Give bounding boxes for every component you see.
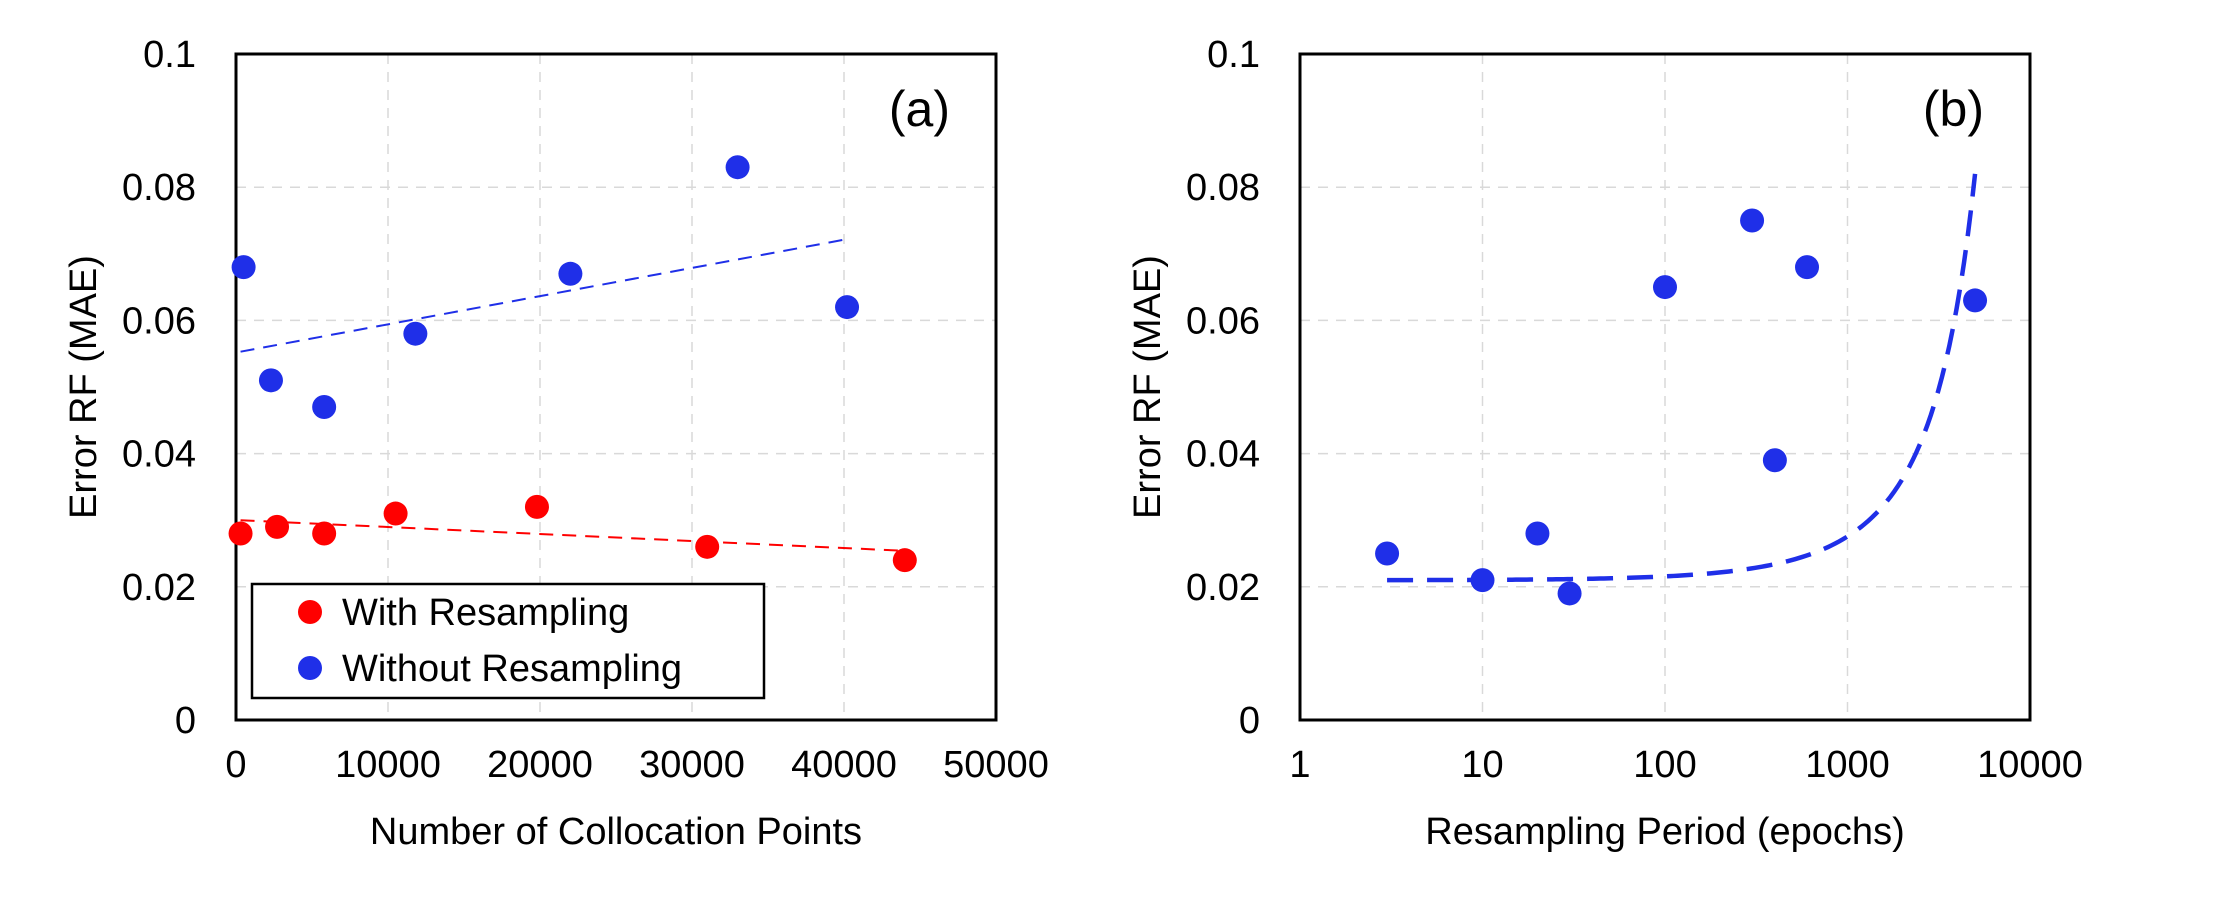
x-tick-label: 30000 [639, 744, 745, 786]
x-tick-label: 1 [1289, 744, 1310, 786]
trendline [1387, 173, 1978, 583]
data-point [1525, 521, 1550, 546]
panel-label: (a) [889, 81, 950, 137]
plot-frame [1298, 52, 2032, 722]
x-tick-label: 0 [225, 744, 246, 786]
data-point [1375, 541, 1400, 566]
y-tick-label: 0.06 [122, 300, 196, 342]
legend-box [250, 582, 766, 700]
legend-marker [298, 600, 322, 624]
data-point [312, 521, 337, 546]
y-tick-label: 0.1 [143, 34, 196, 76]
y-tick-label: 0.08 [122, 167, 196, 209]
y-axis-label: Error RF (MAE) [1127, 255, 1169, 519]
data-point [835, 295, 860, 320]
x-tick-label: 10000 [335, 744, 441, 786]
y-tick-label: 0.02 [122, 567, 196, 609]
y-tick-label: 0.04 [122, 434, 196, 476]
legend: With Resampling Without Resampling [250, 582, 766, 700]
data-point [1795, 255, 1820, 280]
plot-frame [234, 52, 998, 722]
x-tick-label: 40000 [791, 744, 897, 786]
x-axis-label: Resampling Period (epochs) [1425, 811, 1904, 853]
data-point [1557, 581, 1582, 606]
y-tick-label: 0.04 [1186, 434, 1260, 476]
legend-label: With Resampling [342, 592, 629, 634]
data-point [1740, 208, 1765, 233]
data-point [524, 494, 549, 519]
y-tick-label: 0.06 [1186, 300, 1260, 342]
data-point [1963, 288, 1988, 313]
data-point [892, 548, 917, 573]
y-tick-label: 0 [1239, 700, 1260, 742]
y-axis-label: Error RF (MAE) [63, 255, 105, 519]
legend-marker [298, 656, 322, 680]
data-point [558, 261, 583, 286]
x-tick-label: 10000 [1977, 744, 2083, 786]
chart-panel-b: 0 0.02 0.04 0.06 0.08 0.1 1 10 100 1000 10000 Resam… [1127, 34, 2083, 853]
panel-label: (b) [1923, 81, 1984, 137]
trendline [240, 238, 848, 353]
y-tick-label: 0 [175, 700, 196, 742]
data-point [265, 514, 290, 539]
y-tick-label: 0.08 [1186, 167, 1260, 209]
data-point [403, 321, 428, 346]
data-point [312, 394, 337, 419]
data-point [725, 155, 750, 180]
data-point [228, 521, 253, 546]
data-point [231, 255, 256, 280]
data-point [695, 534, 720, 559]
legend-label: Without Resampling [342, 648, 682, 690]
data-point [383, 501, 408, 526]
data-point [1762, 448, 1787, 473]
y-tick-label: 0.02 [1186, 567, 1260, 609]
x-tick-label: 20000 [487, 744, 593, 786]
x-tick-label: 100 [1633, 744, 1696, 786]
x-tick-label: 1000 [1805, 744, 1890, 786]
data-point [1653, 275, 1677, 300]
trendline [240, 519, 905, 552]
data-point [1470, 568, 1495, 593]
x-tick-label: 10 [1461, 744, 1503, 786]
y-tick-label: 0.1 [1207, 34, 1260, 76]
x-tick-label: 50000 [943, 744, 1049, 786]
chart-panel-a: 0 0.02 0.04 0.06 0.08 0.1 0 10000 20000 30000 4000… [63, 34, 1049, 853]
data-point [258, 368, 283, 393]
x-axis-label: Number of Collocation Points [370, 811, 862, 853]
